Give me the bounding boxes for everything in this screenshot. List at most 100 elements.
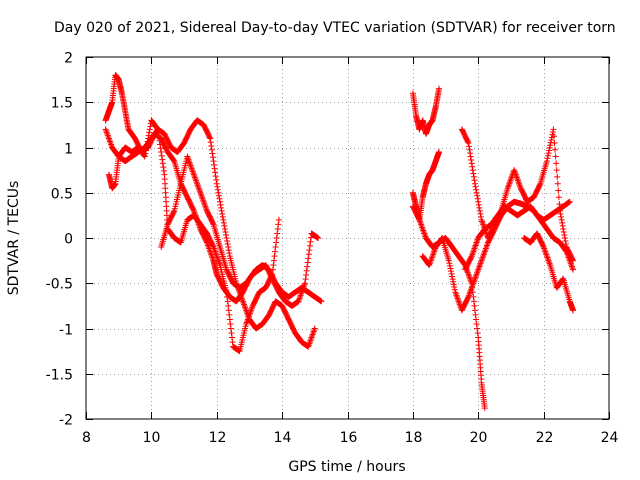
plus-marker (273, 235, 280, 241)
plus-marker (307, 234, 314, 241)
plus-marker (464, 138, 471, 145)
x-tick-label: 16 (340, 430, 358, 446)
plus-marker (445, 257, 452, 264)
plus-marker (471, 180, 478, 187)
plus-marker (159, 160, 166, 167)
plus-marker (226, 250, 233, 257)
y-tick-label: 1 (64, 142, 73, 158)
plus-marker (473, 316, 480, 323)
plus-marker (560, 225, 567, 232)
plus-marker (226, 311, 233, 318)
plus-marker (451, 284, 458, 291)
plus-marker (544, 152, 551, 159)
plus-marker (209, 154, 216, 161)
plus-marker (451, 286, 458, 293)
plus-marker (477, 213, 484, 220)
plus-marker (468, 160, 475, 167)
x-tick-label: 22 (536, 430, 554, 446)
x-tick-label: 10 (143, 430, 161, 446)
plus-marker (158, 152, 165, 159)
plus-marker (553, 167, 560, 174)
plus-marker (144, 138, 151, 145)
plus-marker (558, 213, 565, 220)
plus-marker (477, 210, 484, 217)
plus-marker (272, 244, 279, 251)
plus-marker (218, 204, 225, 211)
plus-marker (229, 339, 236, 346)
plus-marker (471, 177, 478, 184)
plus-marker (555, 194, 562, 201)
plus-marker (561, 235, 568, 241)
plus-marker (473, 186, 480, 193)
plus-marker (560, 228, 567, 235)
plus-marker (214, 183, 221, 190)
plus-marker (223, 289, 230, 296)
plus-marker (211, 165, 218, 172)
plus-marker (474, 330, 481, 337)
plus-marker (552, 146, 559, 153)
plus-marker (217, 198, 224, 205)
series-track-g (409, 203, 488, 412)
plus-marker (224, 238, 231, 245)
plus-marker (446, 262, 453, 269)
x-tick-label: 18 (405, 430, 423, 446)
y-axis-label: SDTVAR / TECUs (6, 181, 22, 296)
plus-marker (156, 133, 163, 140)
plus-marker (554, 173, 561, 180)
plus-marker (208, 142, 215, 149)
chart-title: Day 020 of 2021, Sidereal Day-to-day VTE… (54, 20, 616, 36)
plus-marker (471, 307, 478, 314)
plus-marker (302, 280, 309, 287)
plus-marker (213, 180, 220, 187)
plus-marker (160, 164, 167, 171)
plus-marker (558, 216, 565, 223)
plus-marker (213, 176, 220, 183)
plus-marker (474, 325, 481, 332)
plus-marker (220, 216, 227, 223)
plus-marker (209, 242, 216, 249)
plus-marker (311, 325, 318, 332)
plus-marker (214, 186, 221, 193)
plus-marker (465, 143, 472, 150)
plus-marker (273, 239, 280, 246)
data-points (102, 72, 577, 412)
plus-marker (206, 134, 213, 141)
plus-marker (470, 170, 477, 177)
plus-marker (222, 228, 229, 235)
plus-marker (216, 195, 223, 202)
plus-marker (471, 302, 478, 309)
y-axis: 2 1.5 1 0.5 0 -0.5 -1 -1.5 -2 (46, 51, 609, 429)
plus-marker (553, 160, 560, 167)
x-tick-label: 12 (209, 430, 227, 446)
plus-marker (548, 136, 555, 143)
plus-marker (217, 201, 224, 208)
plus-marker (570, 307, 577, 314)
plus-marker (315, 235, 322, 241)
plus-marker (160, 167, 167, 174)
plus-marker (142, 150, 149, 157)
plus-marker (474, 195, 481, 202)
x-tick-label: 14 (274, 430, 292, 446)
plus-marker (474, 192, 481, 199)
plus-marker (220, 219, 227, 226)
series-track-c (105, 117, 282, 355)
plus-marker (467, 153, 474, 160)
plus-marker (274, 230, 281, 237)
plus-marker (562, 241, 569, 248)
y-tick-label: -1.5 (46, 368, 73, 384)
y-tick-label: 1.5 (51, 96, 73, 112)
plus-marker (159, 156, 166, 163)
plus-marker (472, 183, 479, 190)
plus-marker (223, 235, 230, 241)
series-track-j (462, 198, 573, 273)
plus-marker (559, 276, 566, 283)
plus-marker (559, 222, 566, 229)
plus-marker (275, 221, 282, 228)
plus-marker (146, 129, 153, 136)
plus-marker (157, 145, 164, 152)
plus-marker (466, 146, 473, 153)
plus-marker (546, 144, 553, 151)
series-track-d (158, 153, 322, 309)
plus-marker (304, 263, 311, 270)
plus-marker (306, 242, 313, 249)
